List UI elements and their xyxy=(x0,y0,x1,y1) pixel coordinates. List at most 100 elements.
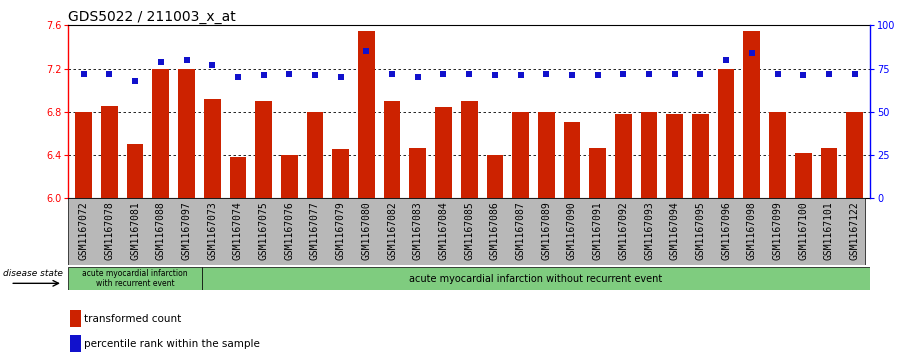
Bar xyxy=(486,155,503,198)
Text: GSM1167080: GSM1167080 xyxy=(362,201,372,260)
Point xyxy=(796,73,811,78)
Text: GSM1167122: GSM1167122 xyxy=(850,201,860,260)
Point xyxy=(693,71,708,77)
Point xyxy=(333,74,348,80)
Text: transformed count: transformed count xyxy=(84,314,181,324)
Bar xyxy=(564,122,580,198)
Point xyxy=(770,71,784,77)
Point xyxy=(128,78,142,83)
Point xyxy=(282,71,297,77)
Bar xyxy=(70,310,81,327)
Bar xyxy=(666,114,683,198)
Bar xyxy=(255,101,272,198)
Bar xyxy=(769,112,786,198)
Bar xyxy=(512,112,529,198)
Point xyxy=(565,73,579,78)
Bar xyxy=(204,99,220,198)
Point xyxy=(462,71,476,77)
Bar xyxy=(640,112,658,198)
Point xyxy=(179,57,194,63)
Bar xyxy=(409,148,426,198)
Text: GSM1167076: GSM1167076 xyxy=(284,201,294,260)
Text: GSM1167100: GSM1167100 xyxy=(798,201,808,260)
Text: GSM1167096: GSM1167096 xyxy=(722,201,732,260)
Point xyxy=(487,73,502,78)
Text: GSM1167093: GSM1167093 xyxy=(644,201,654,260)
Text: GSM1167090: GSM1167090 xyxy=(567,201,577,260)
Text: GSM1167097: GSM1167097 xyxy=(181,201,191,260)
Text: GSM1167088: GSM1167088 xyxy=(156,201,166,260)
Bar xyxy=(461,101,477,198)
Point xyxy=(154,59,169,65)
Text: percentile rank within the sample: percentile rank within the sample xyxy=(84,339,260,349)
Bar xyxy=(281,155,298,198)
Text: GSM1167081: GSM1167081 xyxy=(130,201,140,260)
Point xyxy=(616,71,630,77)
Text: GSM1167084: GSM1167084 xyxy=(438,201,448,260)
Text: GSM1167087: GSM1167087 xyxy=(516,201,526,260)
Bar xyxy=(127,144,144,198)
Text: disease state: disease state xyxy=(4,269,63,278)
Bar xyxy=(615,114,631,198)
Bar xyxy=(70,335,81,352)
Point xyxy=(822,71,836,77)
Point xyxy=(411,74,425,80)
Bar xyxy=(384,101,401,198)
Text: GSM1167083: GSM1167083 xyxy=(413,201,423,260)
Bar xyxy=(101,106,118,198)
Text: GSM1167082: GSM1167082 xyxy=(387,201,397,260)
Text: GDS5022 / 211003_x_at: GDS5022 / 211003_x_at xyxy=(68,11,236,24)
Text: GSM1167077: GSM1167077 xyxy=(310,201,320,260)
Bar xyxy=(743,31,760,198)
Bar xyxy=(358,31,374,198)
Text: GSM1167094: GSM1167094 xyxy=(670,201,680,260)
Bar xyxy=(76,112,92,198)
Text: acute myocardial infarction
with recurrent event: acute myocardial infarction with recurre… xyxy=(82,269,188,288)
Point xyxy=(641,71,656,77)
Point xyxy=(77,71,91,77)
Bar xyxy=(307,112,323,198)
Bar xyxy=(179,69,195,198)
Bar xyxy=(537,112,555,198)
Bar xyxy=(333,149,349,198)
Text: GSM1167079: GSM1167079 xyxy=(335,201,345,260)
Text: GSM1167091: GSM1167091 xyxy=(593,201,603,260)
Text: GSM1167085: GSM1167085 xyxy=(465,201,474,260)
Text: GSM1167073: GSM1167073 xyxy=(207,201,217,260)
Point xyxy=(513,73,527,78)
Text: GSM1167095: GSM1167095 xyxy=(695,201,705,260)
Text: GSM1167092: GSM1167092 xyxy=(619,201,629,260)
Point xyxy=(719,57,733,63)
Text: GSM1167089: GSM1167089 xyxy=(541,201,551,260)
Bar xyxy=(152,69,169,198)
Point xyxy=(590,73,605,78)
Bar xyxy=(692,114,709,198)
Point xyxy=(102,71,117,77)
Point xyxy=(539,71,554,77)
Bar xyxy=(794,152,812,198)
Bar xyxy=(589,148,606,198)
Bar xyxy=(68,267,202,290)
Bar xyxy=(846,112,863,198)
Bar xyxy=(821,148,837,198)
Text: GSM1167074: GSM1167074 xyxy=(233,201,243,260)
Point xyxy=(668,71,682,77)
Bar xyxy=(435,107,452,198)
Text: GSM1167086: GSM1167086 xyxy=(490,201,500,260)
Point xyxy=(744,50,759,56)
Text: GSM1167098: GSM1167098 xyxy=(747,201,757,260)
Text: acute myocardial infarction without recurrent event: acute myocardial infarction without recu… xyxy=(409,274,662,284)
Point xyxy=(230,74,245,80)
Bar xyxy=(202,267,870,290)
Text: GSM1167101: GSM1167101 xyxy=(824,201,834,260)
Bar xyxy=(230,157,246,198)
Text: GSM1167078: GSM1167078 xyxy=(105,201,115,260)
Point xyxy=(436,71,451,77)
Text: GSM1167099: GSM1167099 xyxy=(773,201,783,260)
Point xyxy=(256,73,271,78)
Point xyxy=(359,48,374,54)
Point xyxy=(384,71,399,77)
Bar xyxy=(718,69,734,198)
Text: GSM1167072: GSM1167072 xyxy=(78,201,88,260)
Point xyxy=(205,62,220,68)
